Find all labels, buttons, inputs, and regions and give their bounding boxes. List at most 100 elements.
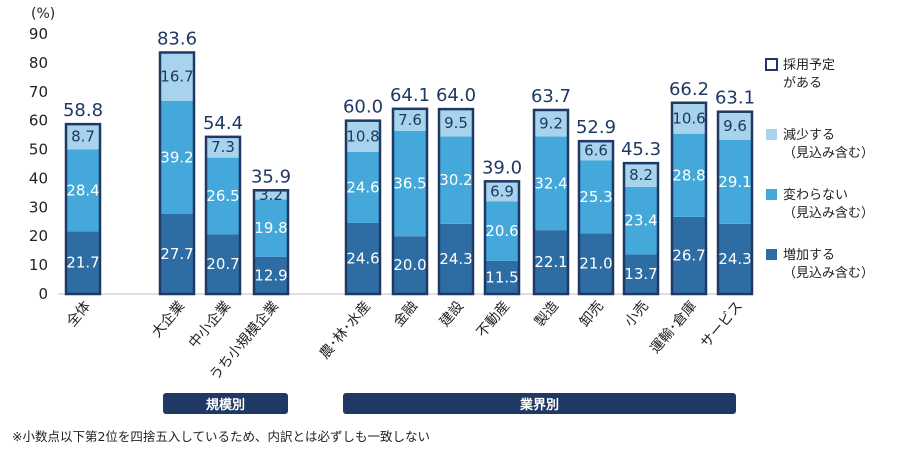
legend-label: （見込み含む） (783, 205, 874, 221)
bar-segment-3 (672, 103, 706, 134)
bar-segment-2 (160, 100, 194, 214)
bar-segment-2 (624, 186, 658, 255)
segment-label: 7.6 (398, 111, 422, 129)
segment-label: 21.0 (579, 255, 612, 273)
legend-label: （見込み含む） (783, 145, 874, 161)
total-outline (344, 119, 382, 296)
bar-segment-2 (534, 136, 568, 231)
y-tick-label: 60 (29, 112, 48, 130)
segment-label: 19.8 (254, 219, 287, 237)
segment-label: 16.7 (160, 68, 193, 86)
bar-segment-3 (66, 124, 100, 150)
total-label: 83.6 (157, 28, 197, 49)
category-label: 全体 (63, 298, 94, 330)
total-label: 45.3 (621, 139, 661, 160)
total-outline (532, 108, 570, 296)
legend-label: （見込み含む） (783, 265, 874, 281)
bar-segment-2 (254, 199, 288, 257)
legend-label: 変わらない (783, 187, 848, 203)
segment-label: 20.0 (393, 256, 426, 274)
segment-label: 6.9 (490, 182, 514, 200)
y-tick-label: 30 (29, 198, 48, 216)
legend-label: がある (783, 76, 822, 91)
category-label: 小売 (622, 298, 652, 330)
segment-label: 13.7 (624, 265, 657, 283)
stacked-bar-chart: (%) 0 10 20 30 40 50 60 70 80 90 21.7 28.4 8.7 58.8 全体 2… (29, 6, 874, 414)
bar-segment-1 (624, 254, 658, 294)
segment-label: 10.6 (672, 109, 705, 127)
segment-label: 26.5 (206, 187, 239, 205)
category-label: 運輸･倉庫 (647, 298, 701, 357)
bar-segment-2 (439, 136, 473, 224)
segment-label: 25.3 (579, 188, 612, 206)
total-outline (716, 110, 754, 296)
segment-label: 3.2 (259, 186, 283, 204)
legend-swatch (766, 189, 777, 200)
category-label: 大企業 (148, 298, 188, 341)
bar-segment-3 (579, 141, 613, 161)
total-label: 60.0 (343, 97, 383, 118)
total-label: 35.9 (251, 166, 291, 187)
total-outline (483, 180, 521, 296)
total-outline (577, 139, 615, 296)
bar-segment-1 (718, 223, 752, 294)
total-label: 39.0 (482, 157, 522, 178)
legend-swatch (766, 249, 777, 260)
bar-segment-1 (346, 222, 380, 294)
segment-label: 8.7 (71, 128, 95, 146)
category-label: 製造 (532, 298, 562, 330)
total-label: 64.1 (390, 85, 430, 106)
bar-segment-3 (534, 109, 568, 137)
bar-segment-2 (346, 151, 380, 223)
bar-segment-1 (534, 230, 568, 294)
y-tick-label: 20 (29, 227, 48, 245)
total-label: 54.4 (203, 113, 243, 134)
segment-label: 32.4 (534, 174, 567, 192)
total-outline (64, 122, 102, 296)
bar-segment-3 (718, 112, 752, 140)
segment-label: 22.1 (534, 253, 567, 271)
segment-label: 27.7 (160, 245, 193, 263)
total-outline (622, 161, 660, 296)
segment-label: 9.5 (444, 114, 468, 132)
y-tick-label: 80 (29, 54, 48, 72)
bar-segment-1 (579, 233, 613, 294)
segment-label: 8.2 (629, 166, 653, 184)
category-label: 不動産 (474, 298, 513, 340)
category-label: 中小企業 (185, 298, 234, 352)
segment-label: 20.7 (206, 255, 239, 273)
total-outline (437, 107, 475, 296)
legend-label: 採用予定 (783, 58, 835, 73)
category-label: 建設 (437, 298, 467, 330)
footnote: ※小数点以下第2位を四捨五入しているため、内訳とは必ずしも一致しない (12, 429, 431, 444)
segment-label: 7.3 (211, 138, 235, 156)
segment-label: 26.7 (672, 246, 705, 264)
y-tick-label: 0 (38, 285, 48, 303)
bar-segment-2 (718, 139, 752, 224)
segment-label: 21.7 (66, 254, 99, 272)
y-axis-unit: (%) (31, 6, 55, 22)
total-label: 63.7 (531, 86, 571, 107)
bar-segment-1 (160, 213, 194, 294)
bar-segment-3 (346, 120, 380, 152)
y-tick-label: 10 (29, 256, 48, 274)
segment-label: 24.6 (346, 249, 379, 267)
bar-segment-3 (624, 163, 658, 187)
segment-label: 9.2 (539, 114, 563, 132)
bar-segment-3 (485, 181, 519, 202)
segment-label: 23.4 (624, 212, 657, 230)
segment-label: 9.6 (723, 117, 747, 135)
segment-label: 24.3 (439, 250, 472, 268)
segment-label: 24.3 (718, 250, 751, 268)
bar-segment-1 (206, 234, 240, 294)
group-bar (163, 393, 288, 414)
group-label: 業界別 (519, 397, 559, 413)
legend-label: 増加する (783, 248, 835, 263)
segment-label: 30.2 (439, 171, 472, 189)
category-label: 卸売 (577, 298, 607, 330)
segment-label: 24.6 (346, 178, 379, 196)
legend-swatch (766, 129, 777, 140)
segment-label: 11.5 (485, 268, 518, 286)
total-label: 52.9 (576, 117, 616, 138)
legend-label: 減少する (783, 127, 835, 143)
